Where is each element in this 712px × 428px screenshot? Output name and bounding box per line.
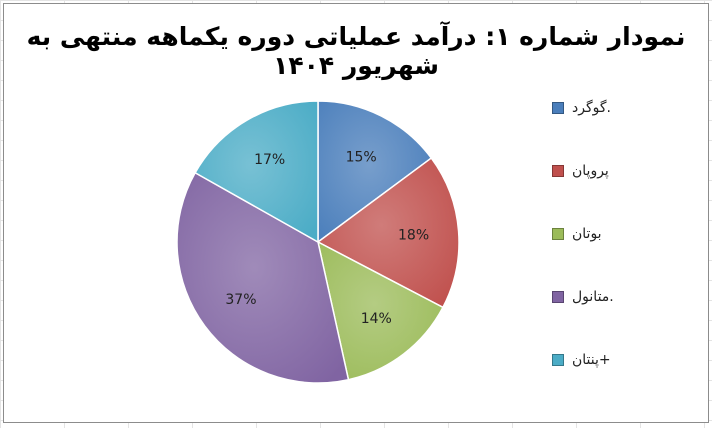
legend-label: پنتان+ [572,352,611,368]
legend-item: گوگرد. [552,100,611,116]
legend-swatch [552,354,564,366]
legend-item: بوتان [552,226,602,242]
data-label: 14% [361,311,392,327]
legend-swatch [552,102,564,114]
pie-slice[interactable] [194,100,319,244]
legend-swatch [552,228,564,240]
legend-item: متانول. [552,289,614,305]
chart-area[interactable]: نمودار شماره ۱: درآمد عملیاتی دوره یکماه… [3,3,709,423]
pie-slice[interactable] [176,171,350,384]
pie-chart: 15% 18% 14% 37% 17% [176,100,460,384]
pie-slice[interactable] [316,157,460,309]
legend-item: پروپان [552,163,609,179]
legend-label: گوگرد. [572,100,611,116]
data-label: 37% [225,292,256,308]
legend-swatch [552,291,564,303]
data-label: 18% [398,228,429,244]
chart-title: نمودار شماره ۱: درآمد عملیاتی دوره یکماه… [26,22,686,80]
legend-label: متانول. [572,289,614,305]
legend-label: بوتان [572,226,602,242]
pie-slice[interactable] [316,240,444,381]
legend-label: پروپان [572,163,609,179]
legend-swatch [552,165,564,177]
data-label: 15% [346,149,377,165]
data-label: 17% [254,152,285,168]
legend-item: پنتان+ [552,352,611,368]
pie-slice[interactable] [317,100,433,244]
